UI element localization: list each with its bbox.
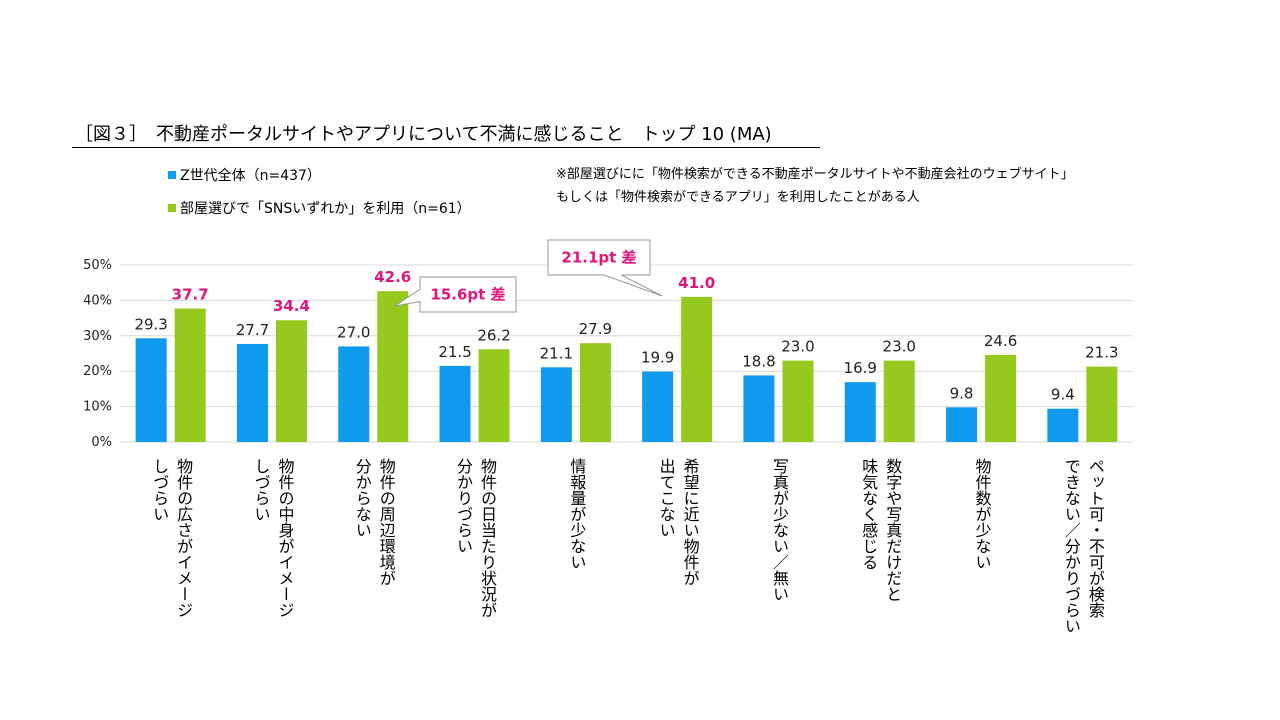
data-label-all: 27.7 [236, 321, 269, 339]
data-label-sns: 23.0 [883, 338, 916, 356]
bar-all [642, 371, 674, 442]
data-label-sns: 41.0 [678, 274, 715, 292]
legend-label-all: Z世代全体（n=437） [180, 168, 321, 184]
data-label-all: 21.1 [540, 344, 573, 362]
chart-title: ［図３］ 不動産ポータルサイトやアプリについて不満に感じること トップ 10 (… [75, 124, 772, 145]
category-label: しづらい [251, 458, 270, 522]
bar-all [439, 365, 471, 442]
callout-label: 15.6pt 差 [430, 286, 505, 304]
bar-sns [579, 343, 611, 442]
bar-sns [883, 360, 915, 442]
bar-all [338, 346, 370, 442]
category-label: 物件の中身がイメージ [275, 458, 294, 618]
callout-box [547, 239, 663, 297]
data-label-sns: 37.7 [172, 286, 209, 304]
category-label: 写真が少ない／無い [770, 458, 789, 602]
data-label-sns: 34.4 [273, 297, 310, 315]
data-label-all: 9.8 [950, 384, 974, 402]
category-label: 物件の日当たり状況が [478, 458, 497, 618]
category-label: 分かりづらい [454, 458, 473, 554]
data-label-sns: 21.3 [1085, 344, 1118, 362]
data-label-sns: 42.6 [374, 268, 411, 286]
bar-sns [782, 360, 814, 442]
category-label: 物件の周辺環境が [377, 458, 396, 586]
callout-box [394, 276, 517, 313]
y-tick-label: 50% [83, 258, 112, 273]
bar-sns [174, 308, 206, 442]
bar-all [135, 338, 167, 442]
legend-item-all: Z世代全体（n=437） [168, 165, 321, 185]
title-underline [72, 147, 820, 148]
bar-sns [478, 349, 510, 442]
category-label: できない／分かりづらい [1062, 458, 1081, 634]
data-label-all: 16.9 [844, 359, 877, 377]
bar-all [1047, 408, 1079, 442]
data-label-all: 21.5 [438, 343, 471, 361]
data-label-all: 27.0 [337, 323, 370, 341]
legend-item-sns: 部屋選びで「SNSいずれか」を利用（n=61） [168, 198, 471, 218]
bar-all [743, 375, 775, 442]
category-label: 味気なく感じる [859, 458, 878, 570]
bar-sns [275, 320, 307, 442]
category-label: 数字や写真だけだと [883, 458, 902, 602]
y-tick-label: 0% [91, 435, 112, 450]
category-label: 物件数が少ない [973, 458, 992, 570]
category-label: しづらい [150, 458, 169, 522]
legend-label-sns: 部屋選びで「SNSいずれか」を利用（n=61） [180, 201, 471, 217]
data-label-all: 9.4 [1051, 386, 1075, 404]
data-label-sns: 27.9 [579, 320, 612, 338]
category-label: ペット可・不可が検索 [1086, 458, 1105, 618]
data-label-all: 18.8 [742, 352, 775, 370]
data-label-all: 29.3 [134, 315, 167, 333]
note-line-2: もしくは「物件検索ができるアプリ」を利用したことがある人 [556, 190, 920, 205]
category-label: 情報量が少ない [567, 458, 586, 570]
callout-label: 21.1pt 差 [561, 249, 636, 267]
legend-swatch-blue [168, 171, 176, 179]
bar-sns [377, 291, 409, 442]
bar-all [540, 367, 572, 442]
category-label: 分からない [353, 458, 372, 538]
y-tick-label: 40% [83, 293, 112, 308]
data-label-all: 19.9 [641, 349, 674, 367]
legend-swatch-green [168, 204, 176, 212]
bar-sns [985, 354, 1017, 442]
bar-all [236, 343, 268, 442]
category-label: 希望に近い物件が [681, 458, 700, 586]
category-label: 物件の広さがイメージ [174, 458, 193, 618]
note-line-1: ※部屋選びにに「物件検索ができる不動産ポータルサイトや不動産会社のウェブサイト」 [556, 167, 1074, 182]
data-label-sns: 26.2 [477, 326, 510, 344]
bar-sns [1086, 366, 1118, 442]
bar-all [946, 407, 978, 442]
y-tick-label: 20% [83, 364, 112, 379]
bar-sns [681, 296, 713, 442]
data-label-sns: 23.0 [781, 338, 814, 356]
y-tick-label: 30% [83, 329, 112, 344]
bar-all [844, 382, 876, 442]
y-tick-label: 10% [83, 400, 112, 415]
data-label-sns: 24.6 [984, 332, 1017, 350]
category-label: 出てこない [657, 458, 676, 538]
